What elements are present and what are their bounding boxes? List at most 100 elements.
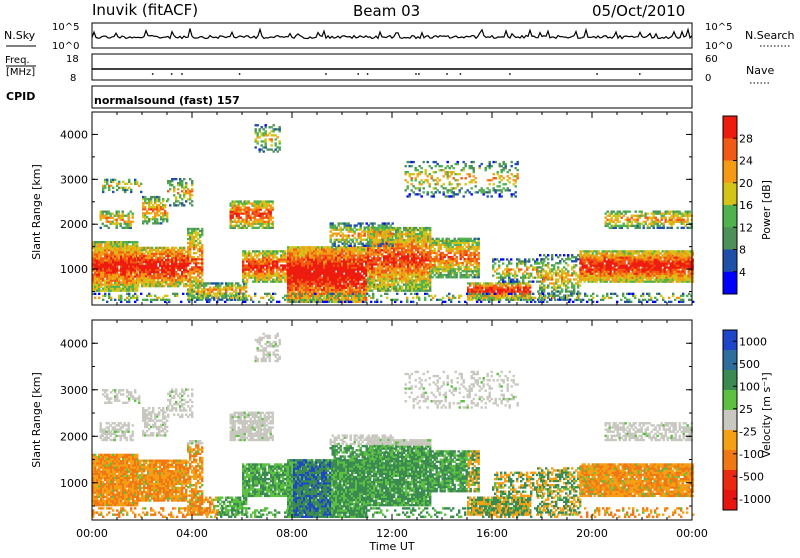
heatmap-cell [136, 290, 138, 292]
heatmap-cell [189, 262, 191, 264]
heatmap-cell [205, 284, 207, 286]
heatmap-cell [166, 218, 168, 220]
heatmap-cell [231, 282, 233, 284]
heatmap-cell [191, 286, 193, 288]
heatmap-cell [118, 181, 120, 183]
heatmap-cell [189, 254, 191, 256]
heatmap-cell [411, 277, 413, 279]
heatmap-cell [429, 239, 431, 241]
nsky-tick-top: 10^5 [52, 22, 79, 33]
heatmap-cell [151, 247, 153, 249]
heatmap-cell [110, 281, 112, 283]
heatmap-cell [282, 270, 284, 272]
heatmap-cell [360, 237, 362, 239]
heatmap-cell [371, 290, 373, 292]
heatmap-cell [248, 200, 250, 202]
heatmap-cell [350, 243, 352, 245]
heatmap-cell [293, 291, 295, 293]
heatmap-cell [362, 222, 364, 224]
heatmap-cell [370, 241, 372, 243]
heatmap-cell [187, 188, 189, 190]
heatmap-cell [112, 181, 114, 183]
heatmap-cell [183, 178, 185, 180]
heatmap-cell [272, 202, 274, 204]
heatmap-cell [233, 284, 235, 286]
heatmap-cell [142, 222, 144, 224]
heatmap-cell [132, 221, 134, 223]
heatmap-cell [197, 256, 199, 258]
heatmap-cell [138, 185, 140, 187]
heatmap-cell [167, 247, 169, 249]
heatmap-cell [158, 204, 160, 206]
heatmap-cell [122, 219, 124, 221]
heatmap-cell [342, 229, 344, 231]
heatmap-cell [106, 181, 108, 183]
heatmap-cell [201, 272, 203, 274]
heatmap-cell [399, 227, 401, 229]
heatmap-cell [171, 180, 173, 182]
heatmap-cell [341, 252, 343, 254]
heatmap-cell [478, 254, 480, 256]
heatmap-cell [108, 227, 110, 229]
heatmap-cell [201, 232, 203, 234]
heatmap-cell [128, 213, 130, 215]
heatmap-cell [425, 269, 427, 271]
heatmap-cell [197, 278, 199, 280]
heatmap-cell [353, 256, 355, 258]
heatmap-cell [397, 249, 399, 251]
heatmap-cell [280, 281, 282, 283]
heatmap-cell [393, 284, 395, 286]
heatmap-cell [369, 288, 371, 290]
heatmap-cell [452, 266, 454, 268]
heatmap-cell [232, 217, 234, 219]
heatmap-cell [118, 183, 120, 185]
heatmap-cell [116, 267, 118, 269]
heatmap-cell [278, 266, 280, 268]
heatmap-cell [102, 213, 104, 215]
heatmap-cell [340, 231, 342, 233]
heatmap-cell [169, 188, 171, 190]
heatmap-cell [153, 279, 155, 281]
heatmap-cell [177, 285, 179, 287]
heatmap-cell [201, 278, 203, 280]
heatmap-cell [195, 264, 197, 266]
heatmap-cell [130, 189, 132, 191]
heatmap-cell [112, 217, 114, 219]
heatmap-cell [370, 245, 372, 247]
heatmap-cell [132, 215, 134, 217]
heatmap-cell [201, 262, 203, 264]
heatmap-cell [413, 231, 415, 233]
heatmap-cell [209, 292, 211, 294]
heatmap-cell [272, 221, 274, 223]
heatmap-cell [145, 249, 147, 251]
heatmap-cell [478, 256, 480, 258]
heatmap-cell [440, 246, 442, 248]
heatmap-cell [434, 274, 436, 276]
beam-title: Beam 03 [353, 2, 420, 20]
heatmap-cell [365, 297, 367, 299]
heatmap-cell [158, 198, 160, 200]
freq-tick-top: 18 [66, 54, 79, 65]
heatmap-cell [338, 233, 340, 235]
heatmap-cell [429, 290, 431, 292]
heatmap-cell [289, 264, 291, 266]
heatmap-cell [474, 252, 476, 254]
heatmap-cell [342, 237, 344, 239]
heatmap-cell [201, 246, 203, 248]
heatmap-cell [169, 182, 171, 184]
heatmap-cell [434, 248, 436, 250]
heatmap-cell [193, 288, 195, 290]
heatmap-cell [144, 214, 146, 216]
heatmap-cell [478, 244, 480, 246]
freq-label-line2: [MHz] [6, 67, 35, 78]
heatmap-cell [201, 260, 203, 262]
heatmap-cell [185, 184, 187, 186]
heatmap-cell [154, 202, 156, 204]
heatmap-cell [270, 277, 272, 279]
heatmap-cell [98, 288, 100, 290]
heatmap-cell [152, 204, 154, 206]
heatmap-cell [276, 270, 278, 272]
heatmap-cell [440, 272, 442, 274]
heatmap-cell [458, 270, 460, 272]
